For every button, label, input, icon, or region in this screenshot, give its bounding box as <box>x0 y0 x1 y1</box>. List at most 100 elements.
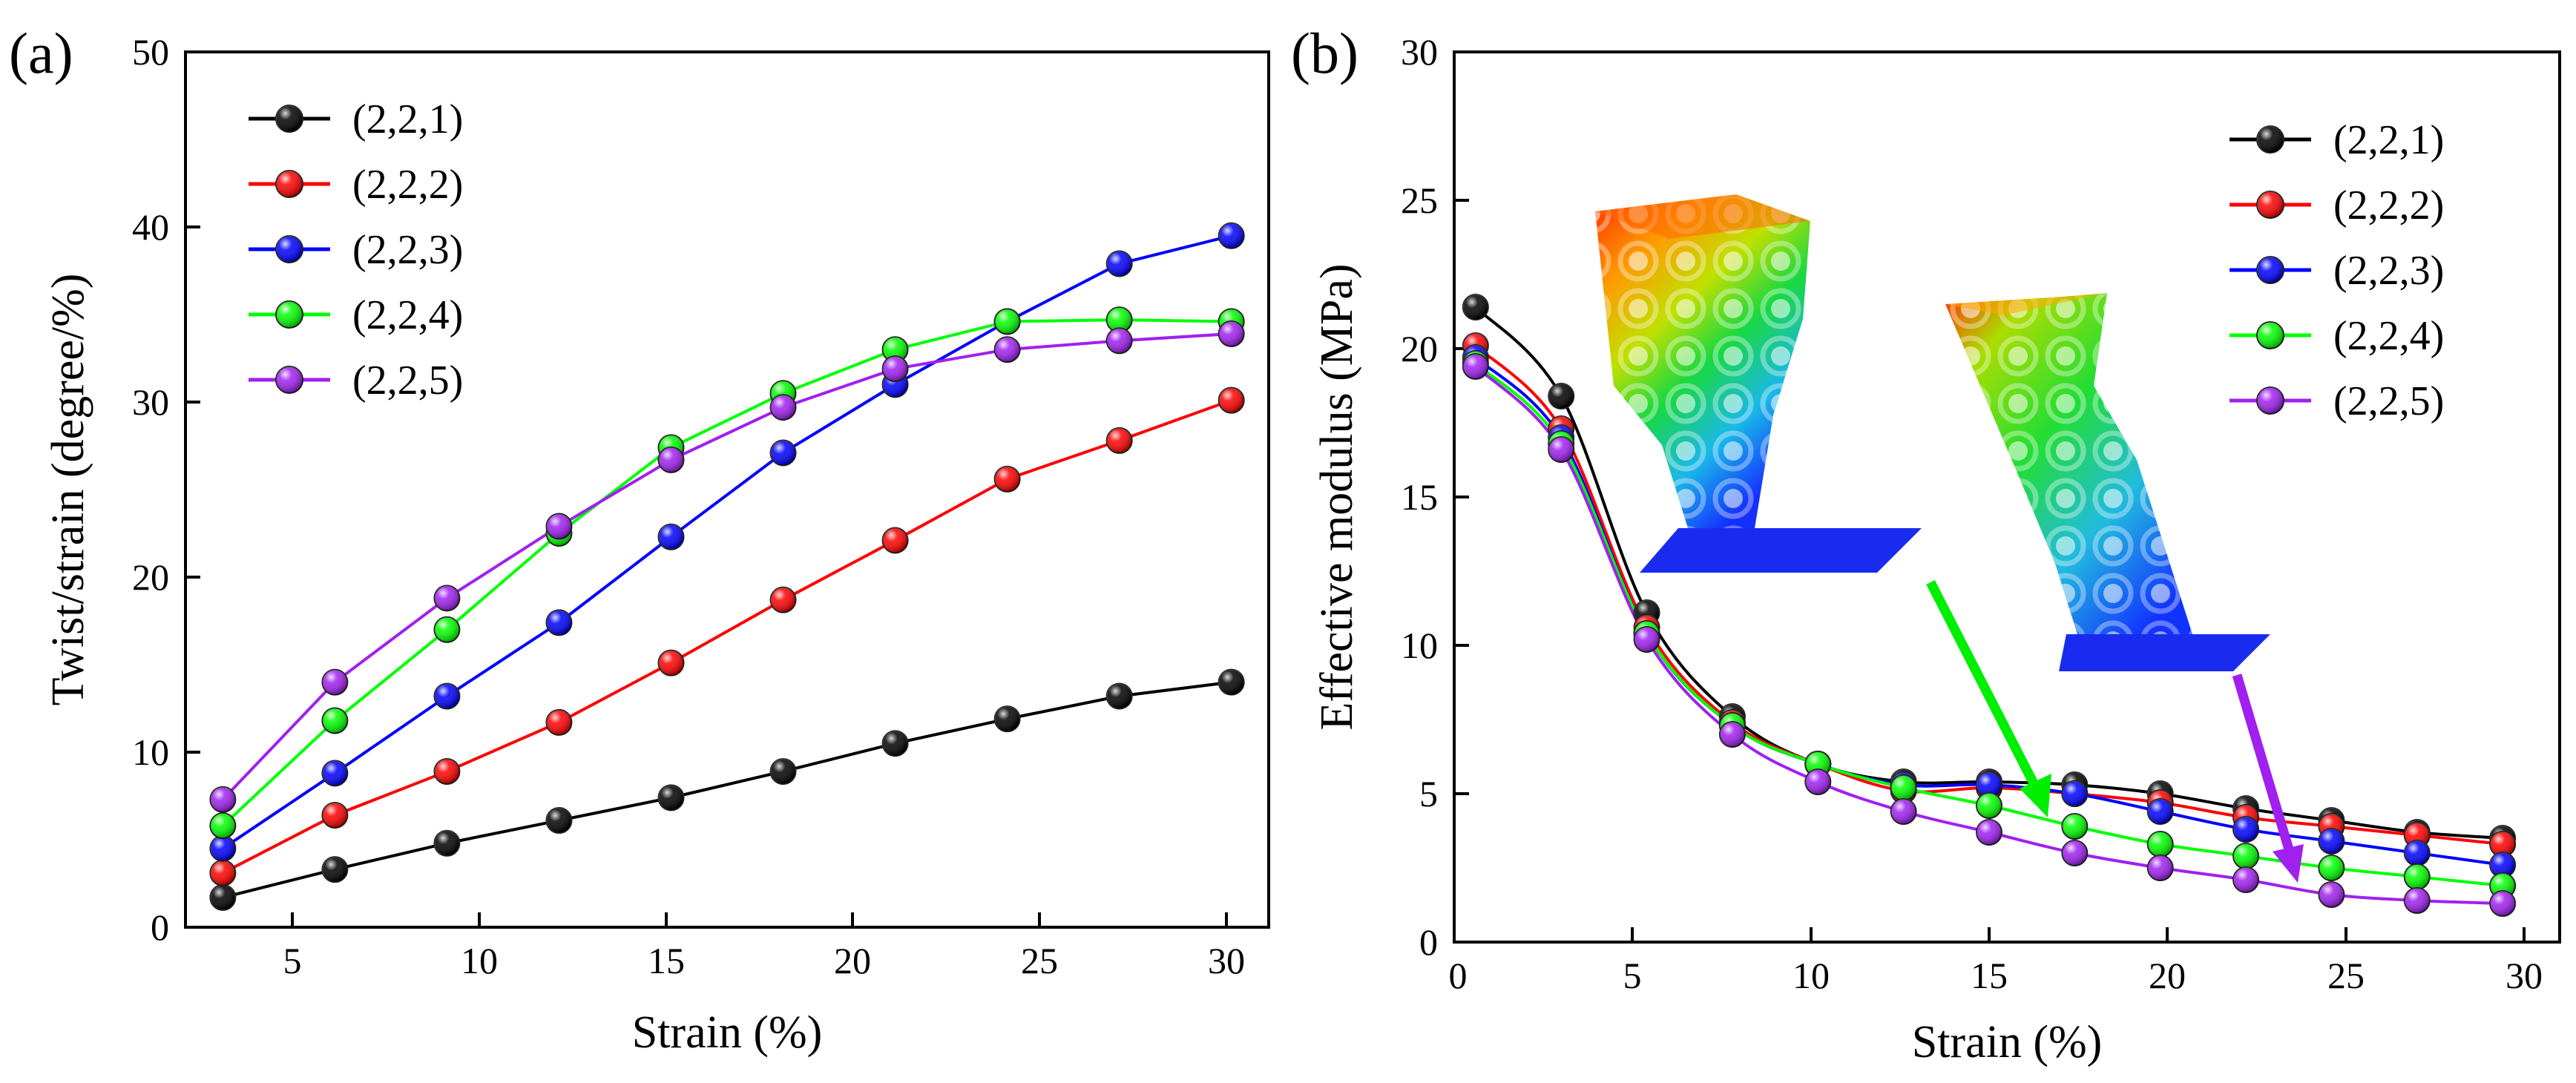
panel-a-x-tick-label: 30 <box>1208 940 1245 981</box>
panel-a-data-point-s2-2 <box>321 801 349 829</box>
panel-a-data-point-s2-4 <box>545 708 573 736</box>
panel-a-data-point-s5-9 <box>1105 327 1133 355</box>
panel-b-legend-label-3: (2,2,3) <box>2333 248 2444 294</box>
panel-b-data-point-s3-8 <box>2061 780 2089 807</box>
arrow-green-head <box>2020 774 2051 817</box>
panel-a-data-point-s1-3 <box>433 829 461 857</box>
panel-a-data-point-s2-5 <box>657 649 685 677</box>
panel-b-y-tick-label: 20 <box>1401 328 1438 369</box>
panel-a-y-tick-label: 20 <box>132 556 169 598</box>
panel-a-data-point-s3-9 <box>1105 250 1133 277</box>
panel-a-data-point-s1-7 <box>881 730 909 757</box>
panel-b-y-tick-label: 5 <box>1419 773 1438 814</box>
panel-a-data-point-s5-5 <box>657 446 685 473</box>
panel-a-series-layer <box>209 222 1245 911</box>
panel-a-x-tick-label: 20 <box>834 940 871 981</box>
panel-b-legend-label-1: (2,2,1) <box>2333 117 2444 163</box>
panel-b-data-point-s5-8 <box>2061 840 2089 866</box>
panel-a-data-point-s1-5 <box>657 784 685 812</box>
panel-a-x-ticks: 5 10 15 20 25 30 <box>283 912 1245 981</box>
panel-a-legend-label-1: (2,2,1) <box>352 96 463 142</box>
inset-arrow-purple <box>2232 674 2304 883</box>
panel-a-data-point-s5-2 <box>321 668 349 696</box>
panel-a-data-point-s5-4 <box>545 513 573 540</box>
panel-a-legend-label-2: (2,2,2) <box>352 162 463 208</box>
panel-a-data-point-s1-4 <box>545 807 573 835</box>
panel-b-data-point-s4-11 <box>2318 855 2345 881</box>
panel-a-data-point-s3-1 <box>209 835 237 862</box>
panel-a-data-point-s5-8 <box>993 336 1021 363</box>
panel-a-data-point-s2-7 <box>881 527 909 554</box>
lattice-1-top-face <box>1595 194 1810 239</box>
panel-a-data-point-s2-10 <box>1218 386 1245 414</box>
arrow-purple-shaft <box>2232 674 2294 851</box>
panel-a-legend-marker-4 <box>275 300 303 329</box>
panel-b-x-tick-label: 0 <box>1449 955 1468 996</box>
panel-b-x-ticks: 0 5 10 15 20 25 30 <box>1449 927 2543 996</box>
panel-b-data-point-s5-2 <box>1548 436 1575 463</box>
panel-a-data-point-s2-1 <box>209 859 237 886</box>
panel-a-data-point-s4-3 <box>433 616 461 643</box>
inset-arrow-green <box>1926 580 2051 817</box>
panel-a-data-point-s2-6 <box>769 586 797 613</box>
panel-b-x-tick-label: 5 <box>1623 955 1642 996</box>
panel-a-legend-marker-3 <box>275 235 303 263</box>
panel-a-x-axis-title: Strain (%) <box>632 1007 823 1058</box>
panel-a-series-line-4 <box>221 318 1232 827</box>
panel-b-x-tick-label: 30 <box>2506 955 2543 996</box>
panel-a-x-tick-label: 5 <box>283 940 302 981</box>
panel-a-legend-marker-2 <box>275 170 303 198</box>
panel-a-y-tick-label: 10 <box>132 731 169 773</box>
panel-a-data-point-s5-10 <box>1218 320 1245 347</box>
panel-a-data-point-s1-9 <box>1105 682 1133 710</box>
arrow-green-shaft <box>1926 580 2040 789</box>
panel-b-y-tick-label: 15 <box>1401 476 1438 518</box>
panel-a-y-tick-label: 0 <box>151 906 169 948</box>
panel-b-x-tick-label: 20 <box>2149 955 2186 996</box>
panel-b-x-axis-title: Strain (%) <box>1912 1017 2103 1067</box>
panel-a-legend: (2,2,1) (2,2,2) (2,2,3) (2,2,4) (2,2,5) <box>249 96 463 404</box>
panel-a-data-point-s3-2 <box>321 760 349 787</box>
panel-a-data-point-s3-10 <box>1218 222 1245 249</box>
panel-b-legend-label-5: (2,2,5) <box>2333 378 2444 424</box>
panel-a-legend-marker-1 <box>275 105 303 133</box>
panel-a: (a) 5 10 15 20 25 30 0 10 20 30 <box>9 21 1270 1058</box>
panel-b-y-axis-title: Effective modulus (MPa) <box>1312 263 1362 730</box>
panel-b-data-point-s4-12 <box>2403 863 2431 890</box>
panel-a-data-point-s3-4 <box>545 609 573 636</box>
panel-a-legend-marker-5 <box>275 366 303 394</box>
lattice-1-cell-pattern <box>1595 194 1810 528</box>
panel-b-data-point-s3-13 <box>2489 852 2517 878</box>
lattice-1-base-plate <box>1640 528 1922 573</box>
panel-a-data-point-s3-5 <box>657 523 685 550</box>
panel-b-data-point-s5-1 <box>1462 353 1489 380</box>
panel-a-series-line-1 <box>222 680 1232 899</box>
panel-b-x-tick-label: 10 <box>1793 955 1830 996</box>
panel-a-data-point-s4-2 <box>321 707 349 734</box>
panel-a-x-tick-label: 10 <box>461 940 498 981</box>
panel-a-data-point-s4-7 <box>881 336 909 363</box>
panel-b-series-layer <box>1462 294 2517 917</box>
panel-a-x-tick-label: 25 <box>1021 940 1058 981</box>
arrow-purple-head <box>2273 844 2304 883</box>
panel-b-x-tick-label: 25 <box>2327 955 2365 996</box>
panel-b-legend-marker-3 <box>2256 256 2284 284</box>
panel-b-data-point-s1-1 <box>1462 294 1489 320</box>
panel-a-y-tick-label: 40 <box>132 206 169 248</box>
lattice-2-top-face <box>1945 293 2107 315</box>
panel-b-data-point-s4-6 <box>1890 774 1917 801</box>
panel-a-plot-frame <box>184 50 1270 929</box>
panel-b-legend-marker-1 <box>2256 125 2284 154</box>
panel-a-label: (a) <box>9 21 73 85</box>
panel-a-series-line-3 <box>222 234 1232 850</box>
panel-a-data-point-s1-10 <box>1218 668 1245 696</box>
panel-b-x-tick-label: 15 <box>1971 955 2008 996</box>
panel-a-y-tick-label: 50 <box>132 31 169 73</box>
panel-a-data-point-s4-9 <box>1105 306 1133 334</box>
panel-a-legend-label-4: (2,2,4) <box>352 292 463 338</box>
panel-b-data-point-s4-8 <box>2061 813 2089 840</box>
panel-a-legend-label-3: (2,2,3) <box>352 227 463 273</box>
panel-b-y-tick-label: 10 <box>1401 625 1438 666</box>
panel-a-data-point-s4-8 <box>993 308 1021 335</box>
